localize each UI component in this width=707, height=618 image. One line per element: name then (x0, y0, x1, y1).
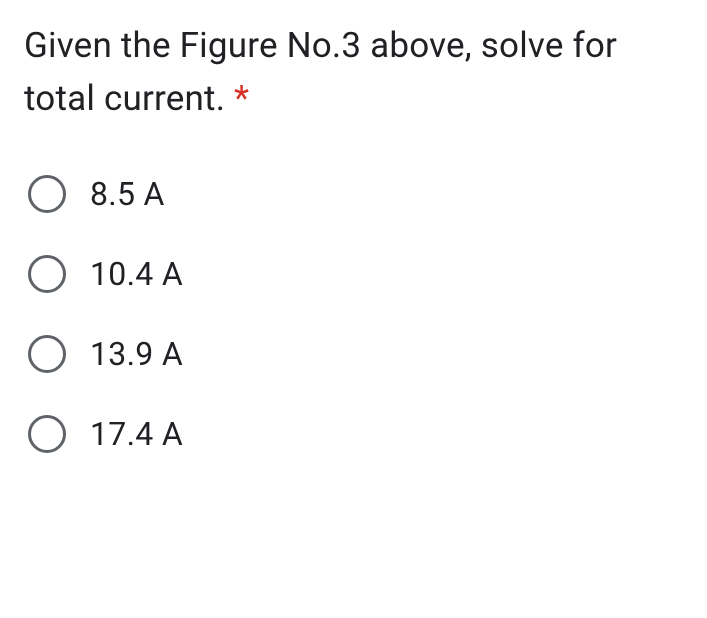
required-asterisk: * (234, 78, 249, 119)
option-row[interactable]: 17.4 A (28, 415, 683, 453)
option-label: 13.9 A (90, 335, 183, 373)
option-label: 17.4 A (90, 415, 183, 453)
radio-icon[interactable] (28, 335, 66, 373)
radio-icon[interactable] (28, 255, 66, 293)
question-prompt: Given the Figure No.3 above, solve for t… (24, 20, 683, 125)
radio-icon[interactable] (28, 175, 66, 213)
options-list: 8.5 A 10.4 A 13.9 A 17.4 A (24, 175, 683, 453)
option-label: 10.4 A (90, 255, 183, 293)
option-row[interactable]: 10.4 A (28, 255, 683, 293)
option-row[interactable]: 13.9 A (28, 335, 683, 373)
option-label: 8.5 A (90, 175, 165, 213)
radio-icon[interactable] (28, 415, 66, 453)
option-row[interactable]: 8.5 A (28, 175, 683, 213)
question-text-content: Given the Figure No.3 above, solve for t… (24, 25, 617, 119)
